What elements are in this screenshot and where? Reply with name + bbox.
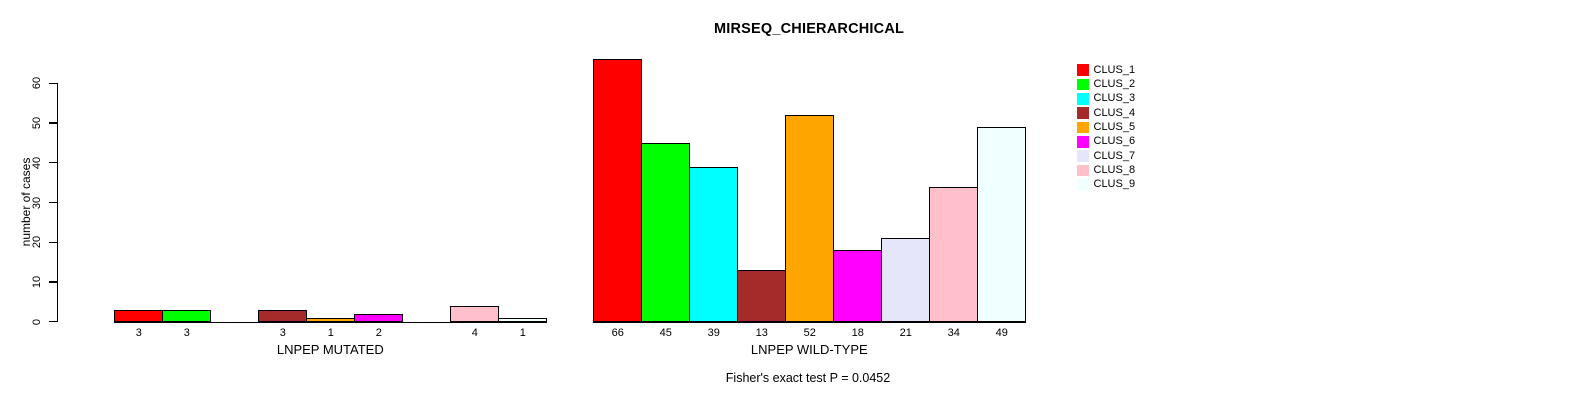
legend-item-clus_8: CLUS_8 (1077, 163, 1135, 177)
bar-value-label: 52 (803, 327, 816, 339)
bar-value-label: 3 (279, 327, 286, 339)
bar-value-label: 49 (995, 327, 1008, 339)
y-axis-tick (49, 241, 57, 243)
bar-value-label: 21 (899, 327, 912, 339)
y-axis-tick-label: 0 (31, 318, 43, 325)
bar-lnpep-mutated-clus_9 (498, 317, 548, 322)
y-axis-tick-label: 30 (31, 196, 43, 209)
bar-value-label: 1 (327, 327, 334, 339)
bar-value-label: 39 (707, 327, 720, 339)
legend-swatch-icon (1077, 107, 1089, 119)
bar-lnpep-mutated-clus_4 (258, 309, 308, 322)
legend-item-clus_9: CLUS_9 (1077, 178, 1135, 192)
legend-label: CLUS_9 (1093, 178, 1136, 191)
legend-item-clus_3: CLUS_3 (1077, 92, 1135, 106)
bar-lnpep-mutated-clus_1 (114, 309, 164, 322)
bar-value-label: 13 (755, 327, 768, 339)
legend-swatch-icon (1077, 121, 1089, 134)
bar-value-label: 3 (135, 327, 142, 339)
y-axis-tick (49, 321, 57, 323)
y-axis-tick (49, 122, 57, 124)
legend-label: CLUS_7 (1093, 149, 1136, 162)
bar-value-label: 1 (519, 327, 526, 339)
legend-swatch-icon (1077, 164, 1089, 177)
y-axis-tick-label: 20 (31, 236, 43, 249)
legend-label: CLUS_6 (1093, 135, 1136, 148)
bar-lnpep-wild-type-clus_5 (785, 115, 835, 322)
bar-lnpep-wild-type-clus_8 (929, 186, 979, 322)
bar-lnpep-mutated-clus_2 (162, 309, 212, 322)
legend-label: CLUS_4 (1093, 106, 1136, 119)
y-axis-tick-label: 60 (31, 77, 43, 90)
legend: CLUS_1 CLUS_2 CLUS_3 CLUS_4 CLUS_5 CLUS_6 CLUS… (1077, 63, 1135, 192)
legend-label: CLUS_2 (1093, 77, 1136, 90)
y-axis-tick-label: 40 (31, 156, 43, 169)
group-baseline (593, 321, 1027, 323)
bar-value-label: 45 (659, 327, 672, 339)
bar-lnpep-wild-type-clus_6 (833, 250, 883, 322)
bar-value-label: 34 (947, 327, 960, 339)
y-axis-tick (49, 281, 57, 283)
legend-swatch-icon (1077, 136, 1089, 148)
group-baseline (114, 321, 548, 323)
bar-lnpep-wild-type-clus_3 (689, 166, 739, 322)
bar-value-label: 3 (183, 327, 190, 339)
bar-lnpep-wild-type-clus_2 (641, 142, 691, 322)
legend-swatch-icon (1077, 150, 1089, 162)
x-group-label-mutated: LNPEP MUTATED (276, 341, 384, 357)
legend-item-clus_7: CLUS_7 (1077, 149, 1135, 163)
legend-item-clus_5: CLUS_5 (1077, 120, 1135, 134)
legend-label: CLUS_1 (1093, 63, 1136, 76)
bar-lnpep-wild-type-clus_7 (881, 238, 931, 322)
bar-value-label: 4 (471, 327, 478, 339)
legend-swatch-icon (1077, 64, 1089, 76)
y-axis-tick (49, 201, 57, 204)
bar-value-label: 2 (375, 327, 382, 339)
bar-value-label: 66 (611, 327, 624, 339)
y-axis-tick-label: 10 (31, 275, 43, 289)
bar-lnpep-mutated-clus_6 (354, 313, 404, 322)
y-axis-line (57, 83, 59, 322)
bar-lnpep-mutated-clus_8 (450, 305, 500, 322)
bar-value-label: 18 (851, 327, 864, 339)
bar-lnpep-wild-type-clus_9 (977, 127, 1027, 322)
fisher-test-annotation: Fisher's exact test P = 0.0452 (725, 371, 891, 385)
y-axis-tick-label: 50 (31, 116, 43, 130)
legend-label: CLUS_8 (1093, 163, 1136, 176)
legend-label: CLUS_3 (1093, 92, 1136, 105)
y-axis-tick (49, 162, 57, 164)
bar-lnpep-wild-type-clus_1 (593, 59, 643, 322)
legend-swatch-icon (1077, 78, 1089, 91)
legend-item-clus_4: CLUS_4 (1077, 106, 1135, 120)
bar-lnpep-wild-type-clus_4 (737, 270, 787, 322)
legend-label: CLUS_5 (1093, 120, 1136, 133)
legend-item-clus_1: CLUS_1 (1077, 63, 1135, 77)
legend-item-clus_6: CLUS_6 (1077, 135, 1135, 149)
legend-swatch-icon (1077, 179, 1089, 191)
chart-title: MIRSEQ_CHIERARCHICAL (713, 21, 905, 37)
legend-swatch-icon (1077, 93, 1089, 105)
x-group-label-wild-type: LNPEP WILD-TYPE (750, 341, 868, 357)
y-axis-tick (49, 82, 57, 84)
legend-item-clus_2: CLUS_2 (1077, 77, 1135, 91)
bar-lnpep-mutated-clus_5 (306, 317, 356, 322)
